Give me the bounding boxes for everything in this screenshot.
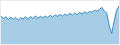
chart xyxy=(0,0,120,45)
plot-area xyxy=(1,6,119,44)
chart-container xyxy=(0,0,120,45)
area xyxy=(1,6,119,44)
line xyxy=(1,6,119,34)
plot-frame xyxy=(1,1,120,45)
